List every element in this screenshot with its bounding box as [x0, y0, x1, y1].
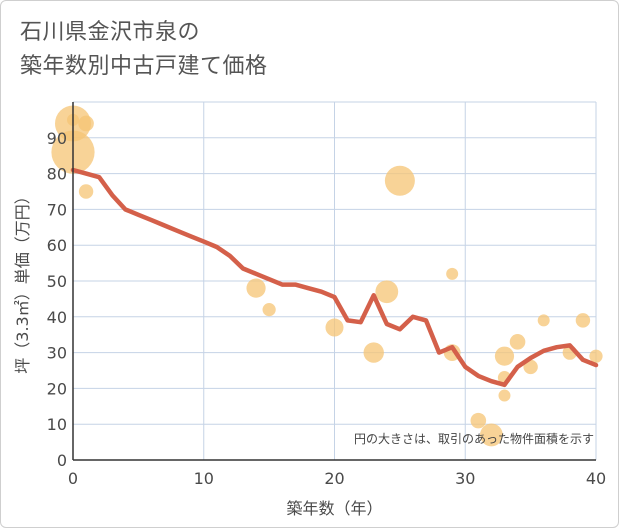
y-tick-label-90: 90: [47, 129, 67, 148]
data-point-20: [537, 314, 550, 327]
y-tick-label-50: 50: [47, 272, 67, 291]
y-tick-label-70: 70: [47, 200, 67, 219]
chart-title-line1: 石川県金沢市泉の: [20, 20, 201, 45]
y-tick-label-80: 80: [47, 165, 67, 184]
data-point-7: [325, 318, 344, 337]
data-point-10: [384, 165, 415, 196]
data-point-22: [575, 313, 591, 328]
y-tick-label-40: 40: [47, 308, 67, 327]
data-point-3: [78, 115, 94, 132]
data-point-23: [589, 349, 603, 363]
chart-title: 石川県金沢市泉の 築年数別中古戸建て価格: [20, 16, 268, 84]
grid-lines: [73, 101, 597, 460]
average-line-series: [70, 167, 599, 388]
y-tick-label-30: 30: [47, 344, 67, 363]
y-tick-label-0: 0: [57, 451, 67, 470]
data-point-6: [262, 303, 276, 317]
x-tick-label-0: 0: [68, 469, 78, 488]
data-point-8: [363, 342, 384, 363]
data-point-9: [375, 280, 399, 304]
x-axis-label: 築年数（年）: [286, 499, 382, 518]
axes: [72, 102, 596, 461]
bubble-size-note: 円の大きさは、取引のあった物件面積を示す: [354, 431, 594, 446]
data-point-14: [480, 423, 503, 447]
data-point-15: [494, 346, 515, 366]
data-point-5: [246, 278, 266, 298]
x-tick-label-30: 30: [455, 469, 475, 488]
tick-labels: 0 10 20 30 40 0 10 20 30 40 50 60 70 80 90: [47, 129, 607, 488]
y-tick-label-10: 10: [47, 415, 67, 434]
data-point-19: [523, 359, 538, 375]
y-tick-label-20: 20: [47, 379, 67, 398]
data-point-13: [470, 412, 487, 429]
data-point-4: [78, 184, 94, 199]
x-tick-label-40: 40: [586, 469, 606, 488]
y-axis-label: 坪（3.3㎡）単価（万円）: [13, 188, 32, 373]
chart-title-line2: 築年数別中古戸建て価格: [20, 54, 268, 79]
y-tick-label-60: 60: [47, 236, 67, 255]
average-line: [70, 167, 599, 388]
x-tick-label-10: 10: [194, 469, 214, 488]
x-tick-label-20: 20: [324, 469, 344, 488]
data-point-17: [498, 389, 511, 402]
data-point-11: [446, 267, 459, 280]
data-point-18: [509, 334, 526, 350]
bubble-series: [51, 105, 603, 447]
